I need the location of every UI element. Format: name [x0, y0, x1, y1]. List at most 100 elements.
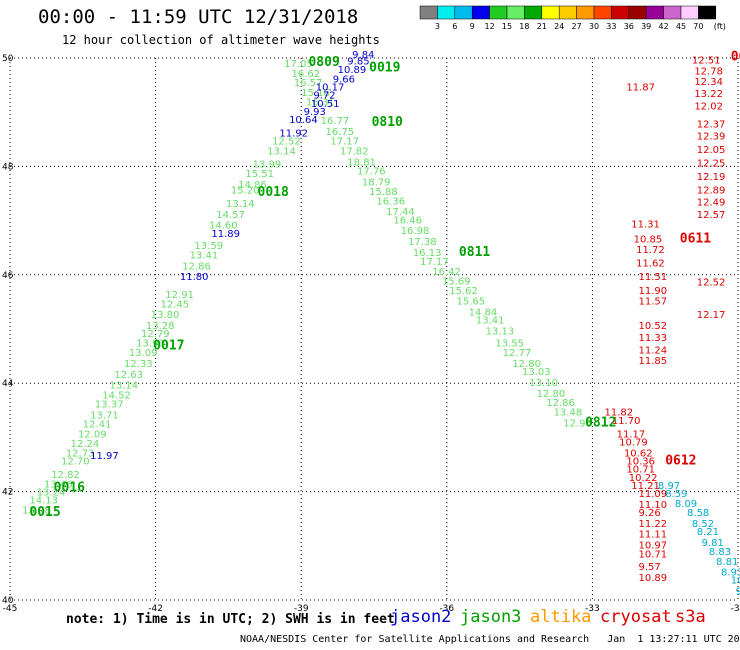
data-point-label: 9.57	[639, 562, 661, 573]
data-point-label: 9.85	[347, 57, 369, 68]
data-point-label: 17.38	[408, 237, 437, 248]
colorbar-tick: 33	[606, 22, 616, 31]
colorbar-tick: 70	[693, 22, 703, 31]
colorbar-tick: 21	[537, 22, 547, 31]
data-point-label: 12.79	[141, 329, 170, 340]
colorbar-swatch	[593, 5, 612, 20]
data-point-label: 12.70	[61, 457, 90, 468]
data-point-label: 12.98	[563, 419, 592, 430]
colorbar-swatch	[437, 5, 456, 20]
data-point-label: 9.84	[352, 50, 374, 61]
legend-s3a: s3a	[675, 607, 706, 627]
data-point-label: 14.60	[209, 221, 238, 232]
data-point-label: 12.51	[692, 55, 721, 66]
data-point-label: 11.72	[636, 245, 665, 256]
data-point-label: 11.80	[180, 272, 209, 283]
data-point-label: 8.81	[716, 557, 738, 568]
data-point-label: 12.37	[697, 119, 726, 130]
data-point-label: 12.73	[66, 448, 95, 459]
y-tick-label: 50	[2, 54, 14, 64]
data-point-label: 16.75	[325, 127, 354, 138]
colorbar-swatch	[419, 5, 438, 20]
colorbar-swatch	[645, 5, 664, 20]
data-point-label: 12.05	[697, 145, 726, 156]
data-point-label: 11.11	[639, 530, 668, 541]
colorbar-tick: 6	[452, 22, 457, 31]
data-point-label: 9.93	[304, 107, 326, 118]
data-point-label: 12.80	[512, 359, 541, 370]
data-point-label: 13.98	[22, 505, 51, 516]
x-tick-label: -36	[439, 604, 454, 614]
chart-subtitle: 12 hour collection of altimeter wave hei…	[62, 33, 380, 47]
data-point-label: 9.23	[736, 587, 740, 598]
data-point-label: 13.37	[95, 400, 124, 411]
legend-jason2: jason2	[390, 607, 452, 627]
colorbar-tick: 18	[519, 22, 529, 31]
data-point-label: 10.89	[338, 65, 367, 76]
data-point-label: 12.34	[694, 77, 723, 88]
data-point-label: 8.09	[675, 499, 697, 510]
legend-jason3: jason3	[460, 607, 522, 627]
data-point-label: 12.52	[697, 278, 726, 289]
data-point-label: 11.24	[639, 345, 668, 356]
data-point-label: 13.41	[476, 316, 505, 327]
data-point-label: 11.92	[279, 129, 308, 140]
data-point-label: 13.14	[109, 381, 138, 392]
data-point-label: 11.21	[631, 481, 660, 492]
legend-altika: altika	[530, 607, 592, 627]
data-point-label: 12.77	[503, 348, 532, 359]
data-point-label: 13.71	[90, 410, 119, 421]
data-point-label: 11.57	[639, 297, 668, 308]
data-point-label: 14.57	[216, 210, 245, 221]
data-point-label: 17.44	[386, 207, 415, 218]
colorbar-swatch	[698, 5, 717, 20]
x-tick-label: -39	[294, 604, 309, 614]
data-point-label: 16.36	[376, 196, 405, 207]
data-point-label: 13.22	[694, 89, 723, 100]
data-point-label: 9.26	[639, 508, 661, 519]
data-point-label: 13.55	[495, 338, 524, 349]
data-point-label: 16.13	[413, 248, 442, 259]
pass-id-label: 0018	[258, 185, 289, 200]
data-point-label: 12.41	[83, 420, 112, 431]
data-point-label: 8.93	[721, 568, 740, 579]
colorbar-swatch	[471, 5, 490, 20]
colorbar-tick: 9	[470, 22, 475, 31]
x-tick-label: -33	[585, 604, 600, 614]
data-point-label: 14.86	[238, 180, 267, 191]
data-point-label: 11.85	[639, 356, 668, 367]
colorbar-swatch	[489, 5, 508, 20]
data-point-label: 10.62	[624, 448, 653, 459]
pass-id-label: 0016	[54, 481, 85, 496]
data-point-label: 8.97	[658, 481, 680, 492]
data-point-label: 11.09	[639, 489, 668, 500]
pass-id-label: 0811	[459, 245, 490, 260]
data-point-label: 12.25	[697, 158, 726, 169]
data-point-label: 13.03	[522, 367, 551, 378]
colorbar-swatch	[506, 5, 525, 20]
legend-cryosat: cryosat	[600, 607, 672, 627]
data-point-label: 16.31	[306, 98, 335, 109]
data-point-label: 13.13	[486, 326, 515, 337]
colorbar-tick: 12	[485, 22, 495, 31]
data-point-label: 12.39	[697, 131, 726, 142]
data-point-label: 9.66	[333, 74, 355, 85]
pass-id-label: 0810	[372, 115, 403, 130]
data-point-label: 18.81	[347, 157, 376, 168]
y-tick-label: 42	[2, 488, 13, 498]
data-point-label: 10.97	[639, 541, 668, 552]
data-point-label: 16.46	[393, 215, 422, 226]
data-point-label: 16.57	[294, 78, 323, 89]
data-point-label: 15.62	[449, 286, 478, 297]
data-point-label: 9.81	[702, 538, 724, 549]
data-point-label: 12.82	[51, 470, 80, 481]
y-tick-label: 44	[2, 379, 14, 389]
colorbar-swatch	[558, 5, 577, 20]
data-point-label: 12.02	[694, 101, 723, 112]
pass-id-label: 0610	[731, 50, 740, 65]
data-point-label: 15.16	[301, 88, 330, 99]
data-point-label: 10.71	[639, 550, 668, 561]
data-point-label: 15.65	[457, 297, 486, 308]
colorbar-tick: 39	[641, 22, 651, 31]
data-point-label: 8.83	[709, 547, 731, 558]
